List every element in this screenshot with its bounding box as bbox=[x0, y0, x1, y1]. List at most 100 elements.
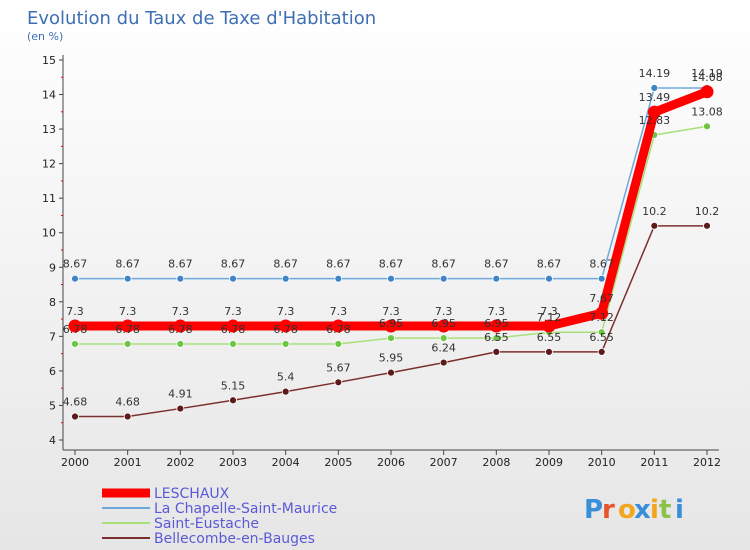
data-label-2: 12.83 bbox=[639, 114, 671, 127]
data-label-1: 8.67 bbox=[168, 258, 193, 271]
y-tick-label: 12 bbox=[42, 158, 56, 171]
data-label-3: 4.68 bbox=[115, 396, 140, 409]
data-label-2: 6.78 bbox=[326, 323, 351, 336]
y-tick-label: 15 bbox=[42, 54, 56, 67]
data-label-2: 6.78 bbox=[273, 323, 298, 336]
chart-subtitle: (en %) bbox=[27, 30, 63, 43]
x-tick-label: 2012 bbox=[693, 456, 721, 469]
data-label-1: 8.67 bbox=[63, 258, 88, 271]
data-point-3 bbox=[334, 378, 343, 387]
data-point-2 bbox=[123, 340, 132, 348]
data-point-3 bbox=[123, 412, 132, 421]
data-point-3 bbox=[281, 387, 290, 396]
data-label-3: 5.95 bbox=[379, 352, 404, 365]
x-tick-label: 2010 bbox=[588, 456, 616, 469]
logo-letter: P bbox=[584, 495, 603, 525]
data-label-0: 7.3 bbox=[330, 305, 348, 318]
x-tick-label: 2002 bbox=[166, 456, 194, 469]
logo-letter: o bbox=[618, 495, 636, 525]
data-label-3: 4.68 bbox=[63, 396, 88, 409]
data-point-1 bbox=[597, 274, 606, 283]
x-tick-label: 2003 bbox=[219, 456, 247, 469]
data-label-3: 6.55 bbox=[589, 331, 614, 344]
data-label-1: 8.67 bbox=[115, 258, 140, 271]
data-label-0: 13.49 bbox=[639, 91, 671, 104]
data-point-1 bbox=[281, 274, 290, 283]
data-point-2 bbox=[334, 340, 343, 348]
y-tick-label: 11 bbox=[42, 192, 56, 205]
y-tick-label: 9 bbox=[49, 261, 56, 274]
logo-letter: i bbox=[650, 495, 659, 525]
data-point-3 bbox=[597, 348, 606, 356]
x-tick-label: 2007 bbox=[430, 456, 458, 469]
data-point-3 bbox=[703, 221, 711, 230]
x-tick-label: 2011 bbox=[640, 456, 668, 469]
data-point-1 bbox=[387, 274, 395, 283]
x-tick-label: 2009 bbox=[535, 456, 563, 469]
x-tick-label: 2004 bbox=[272, 456, 300, 469]
data-label-3: 6.55 bbox=[484, 331, 509, 344]
data-point-0 bbox=[647, 105, 661, 119]
data-label-1: 8.67 bbox=[431, 258, 456, 271]
data-label-0: 7.67 bbox=[589, 292, 614, 305]
logo-letter: x bbox=[634, 495, 651, 525]
y-tick-label: 8 bbox=[49, 296, 56, 309]
plot-area: 7.3 7.3 7.3 7.3 7.3 7.3 7.3 7.3 7.3 7.3 7.67 13.49 1… bbox=[63, 67, 723, 421]
data-point-1 bbox=[123, 274, 132, 283]
data-point-0 bbox=[384, 319, 398, 333]
data-label-1: 8.67 bbox=[537, 258, 562, 271]
data-label-0: 7.3 bbox=[488, 305, 506, 318]
data-point-0 bbox=[595, 306, 609, 320]
data-point-3 bbox=[71, 412, 79, 421]
data-label-1: 8.67 bbox=[326, 258, 351, 271]
data-label-2: 6.95 bbox=[379, 317, 404, 330]
data-label-2: 6.95 bbox=[484, 317, 509, 330]
data-point-0 bbox=[542, 319, 556, 333]
x-tick-label: 2000 bbox=[61, 456, 89, 469]
data-label-1: 8.67 bbox=[221, 258, 246, 271]
data-point-2 bbox=[387, 334, 395, 342]
data-label-3: 5.4 bbox=[277, 371, 295, 384]
x-tick-label: 2005 bbox=[324, 456, 352, 469]
y-tick-label: 5 bbox=[49, 399, 56, 412]
data-point-3 bbox=[387, 368, 395, 377]
data-label-3: 4.91 bbox=[168, 388, 193, 401]
data-point-1 bbox=[71, 274, 79, 283]
chart-title: Evolution du Taux de Taxe d'Habitation bbox=[27, 8, 376, 29]
data-point-1 bbox=[176, 274, 185, 283]
logo-letter: t bbox=[659, 495, 671, 525]
data-label-0: 7.3 bbox=[540, 305, 558, 318]
data-point-0 bbox=[173, 319, 187, 333]
data-label-3: 6.55 bbox=[537, 331, 562, 344]
data-point-1 bbox=[650, 84, 659, 92]
axes: 4 5 6 7 8 9 10 11 12 13 14 15 2000 2001 2002 2003 2004 20… bbox=[42, 54, 721, 469]
data-point-2 bbox=[176, 340, 185, 348]
data-label-0: 7.3 bbox=[277, 305, 295, 318]
data-label-1: 8.67 bbox=[484, 258, 509, 271]
data-point-2 bbox=[71, 340, 79, 348]
data-label-0: 7.3 bbox=[119, 305, 137, 318]
data-point-2 bbox=[229, 340, 237, 348]
data-label-2: 6.95 bbox=[431, 317, 456, 330]
data-point-0 bbox=[279, 319, 293, 333]
data-label-3: 5.15 bbox=[221, 379, 246, 392]
data-point-1 bbox=[492, 274, 501, 283]
legend-label-0: LESCHAUX bbox=[154, 486, 230, 502]
data-point-1 bbox=[545, 274, 553, 283]
y-tick-label: 4 bbox=[49, 434, 56, 447]
data-point-0 bbox=[700, 85, 714, 99]
data-label-2: 7.12 bbox=[537, 311, 562, 324]
legend-label-1: La Chapelle-Saint-Maurice bbox=[154, 501, 337, 517]
data-label-2: 6.78 bbox=[115, 323, 140, 336]
series-line-1 bbox=[74, 87, 708, 280]
data-label-0: 7.3 bbox=[224, 305, 242, 318]
data-point-2 bbox=[439, 334, 448, 342]
data-point-0 bbox=[437, 319, 451, 333]
data-point-1 bbox=[229, 274, 237, 283]
data-label-3: 10.2 bbox=[695, 205, 720, 218]
data-point-2 bbox=[703, 122, 711, 131]
x-tick-label: 2008 bbox=[482, 456, 510, 469]
